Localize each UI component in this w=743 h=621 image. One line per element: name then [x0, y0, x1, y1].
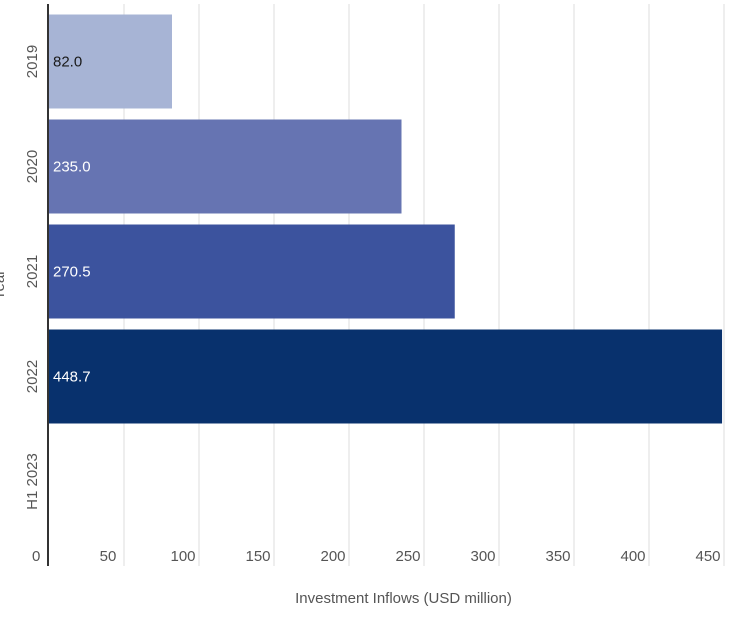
x-tick-label-300: 300 [470, 548, 495, 565]
x-tick-label-350: 350 [545, 548, 570, 565]
data-label-2022: 448.7 [53, 369, 91, 386]
bars [49, 14, 723, 424]
y-tick-labels: 2019 2020 2021 2022 H1 2023 [24, 45, 41, 510]
x-tick-labels: 0 50 100 150 200 250 300 350 400 450 [32, 548, 721, 565]
x-tick-label-200: 200 [320, 548, 345, 565]
data-label-2019: 82.0 [53, 54, 82, 71]
x-tick-label-50: 50 [100, 548, 117, 565]
bar-2021 [49, 224, 455, 319]
bar-2022 [49, 329, 723, 424]
x-tick-label-150: 150 [245, 548, 270, 565]
data-label-2021: 270.5 [53, 264, 91, 281]
y-tick-label-2019: 2019 [24, 45, 41, 78]
x-tick-label-250: 250 [395, 548, 420, 565]
data-label-2020: 235.0 [53, 159, 91, 176]
bar-2019 [49, 14, 172, 109]
y-axis-title: Year [0, 270, 8, 300]
x-axis-title: Investment Inflows (USD million) [295, 590, 512, 607]
x-tick-label-450: 450 [695, 548, 720, 565]
y-tick-label-2020: 2020 [24, 150, 41, 183]
x-tick-label-100: 100 [170, 548, 195, 565]
x-tick-label-0: 0 [32, 548, 40, 565]
data-labels: 82.0 235.0 270.5 448.7 [53, 54, 91, 386]
x-tick-label-400: 400 [620, 548, 645, 565]
y-tick-label-H1 2023: H1 2023 [24, 453, 41, 510]
y-tick-label-2022: 2022 [24, 360, 41, 393]
bar-2020 [49, 119, 402, 214]
y-tick-label-2021: 2021 [24, 255, 41, 288]
